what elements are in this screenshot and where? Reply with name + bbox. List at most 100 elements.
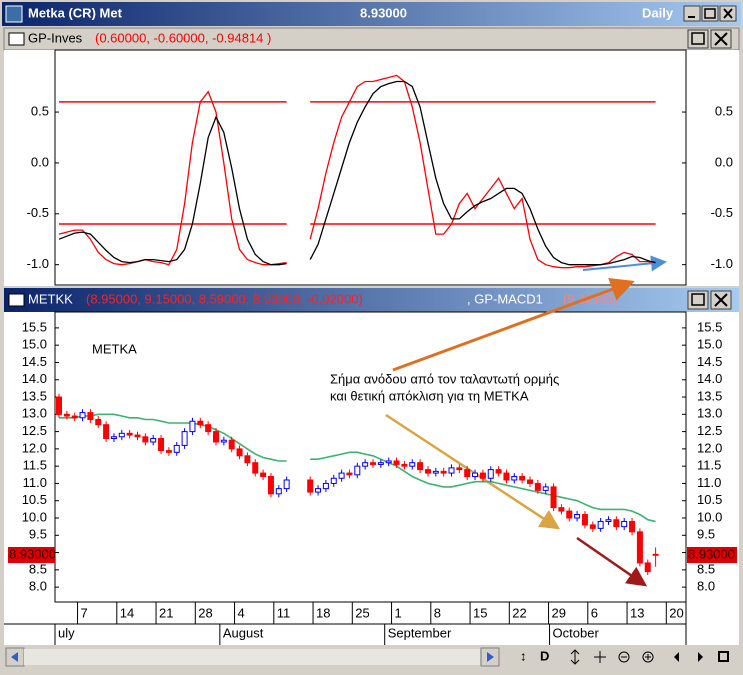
oscillator-params: (0.60000, -0.60000, -0.94814 ) bbox=[95, 30, 271, 45]
y-tick-label: 13.5 bbox=[22, 388, 47, 403]
candle-body bbox=[126, 432, 133, 436]
last-price-box bbox=[8, 546, 55, 563]
pane-close-icon bbox=[714, 32, 728, 46]
y-tick-label: 8.0 bbox=[697, 579, 715, 594]
y-tick-label: 10.5 bbox=[22, 492, 47, 507]
x-tick-label: 25 bbox=[355, 605, 369, 620]
y-tick-label: 10.5 bbox=[697, 492, 722, 507]
month-label: August bbox=[223, 625, 264, 640]
y-tick-label: 10.0 bbox=[697, 509, 722, 524]
last-price-label: 8.93000 bbox=[9, 546, 56, 561]
price-plot-area bbox=[56, 393, 659, 576]
window-period: Daily bbox=[642, 5, 674, 20]
x-tick-label: 22 bbox=[512, 605, 526, 620]
y-tick-label: 9.5 bbox=[29, 527, 47, 542]
y-tick-label: 8.0 bbox=[29, 579, 47, 594]
candle-body bbox=[621, 520, 628, 528]
y-tick-label: 15.0 bbox=[697, 337, 722, 352]
oscillator-line bbox=[58, 115, 287, 266]
candle-body bbox=[252, 462, 259, 474]
next-icon[interactable] bbox=[698, 652, 703, 662]
x-tick-label: 28 bbox=[198, 605, 212, 620]
x-tick-label: 8 bbox=[434, 605, 441, 620]
candle-body bbox=[479, 472, 486, 479]
x-tick-label: 15 bbox=[473, 605, 487, 620]
candle-body bbox=[566, 510, 573, 519]
y-tick-label: -0.5 bbox=[27, 205, 49, 220]
x-tick-label: 6 bbox=[591, 605, 598, 620]
candle-body bbox=[213, 431, 219, 443]
candle-body bbox=[534, 482, 541, 491]
x-tick-label: 21 bbox=[159, 605, 173, 620]
price-ohlc: (8.95000, 9.15000, 8.59000, 8.93000, -0.… bbox=[86, 291, 363, 306]
y-tick-label: 14.5 bbox=[22, 354, 47, 369]
pane-icon bbox=[8, 32, 25, 46]
candle-body bbox=[150, 438, 157, 443]
candle-body bbox=[110, 436, 117, 440]
candle-body bbox=[362, 462, 369, 467]
candle-body bbox=[589, 524, 596, 529]
y-tick-label: 12.0 bbox=[22, 440, 47, 455]
annotation-arrow bbox=[385, 413, 561, 530]
zoom-out-icon[interactable] bbox=[618, 651, 630, 663]
candle-body bbox=[581, 514, 588, 526]
window-price: 8.93000 bbox=[360, 5, 407, 20]
refresh-icon[interactable]: ↕ bbox=[520, 648, 527, 663]
y-tick-label: 8.5 bbox=[29, 561, 47, 576]
candle-body bbox=[652, 553, 659, 556]
zoom-in-icon[interactable] bbox=[642, 651, 654, 663]
x-tick-label: 14 bbox=[120, 605, 134, 620]
y-tick-label: 12.5 bbox=[22, 423, 47, 438]
scale-icon[interactable] bbox=[570, 649, 580, 665]
x-tick-label: 18 bbox=[316, 605, 330, 620]
candle-body bbox=[574, 514, 581, 519]
candle-body bbox=[307, 479, 314, 493]
candle-body bbox=[409, 462, 416, 467]
pane-close-icon bbox=[714, 293, 728, 307]
y-tick-label: 11.5 bbox=[697, 458, 721, 473]
oscillator-line bbox=[58, 90, 287, 266]
candle-body bbox=[260, 472, 267, 478]
oscillator-name: GP-Inves bbox=[28, 30, 83, 45]
y-tick-label: 11.5 bbox=[23, 458, 47, 473]
candle-body bbox=[432, 470, 439, 474]
candle-body bbox=[346, 472, 353, 476]
last-price-label: 8.93000 bbox=[688, 546, 735, 561]
candle-body bbox=[644, 562, 651, 573]
candle-body bbox=[165, 450, 172, 453]
y-tick-label: -1.0 bbox=[27, 256, 49, 271]
y-tick-label: 10.0 bbox=[22, 509, 47, 524]
candle-body bbox=[118, 432, 125, 438]
candle-body bbox=[158, 438, 165, 452]
candle-body bbox=[134, 434, 141, 438]
x-tick-label: 13 bbox=[630, 605, 644, 620]
y-tick-label: 0.0 bbox=[31, 154, 49, 169]
candle-body bbox=[354, 465, 361, 476]
prev-icon[interactable] bbox=[674, 652, 679, 662]
candle-body bbox=[613, 519, 620, 528]
candle-body bbox=[173, 444, 180, 453]
candle-body bbox=[636, 531, 643, 564]
minimize-button[interactable] bbox=[683, 5, 701, 22]
x-tick-label: 20 bbox=[669, 605, 683, 620]
y-tick-label: 9.5 bbox=[697, 527, 715, 542]
candle-body bbox=[377, 462, 384, 465]
stop-icon[interactable] bbox=[718, 651, 729, 662]
x-tick-label: 11 bbox=[277, 605, 291, 620]
y-tick-label: 13.5 bbox=[697, 388, 722, 403]
candle-body bbox=[63, 413, 70, 417]
scroll-right-icon bbox=[487, 652, 494, 662]
oscillator-plot-area bbox=[58, 74, 656, 269]
candle-body bbox=[338, 472, 345, 479]
scroll-track[interactable] bbox=[24, 649, 480, 665]
candle-body bbox=[370, 462, 376, 465]
y-tick-label: 14.0 bbox=[22, 371, 47, 386]
date-button[interactable]: D bbox=[540, 648, 549, 663]
candle-body bbox=[385, 460, 392, 464]
candle-body bbox=[424, 469, 431, 474]
candle-body bbox=[189, 420, 196, 433]
crosshair-icon[interactable] bbox=[594, 651, 606, 663]
window-title: Metka (CR) Met bbox=[28, 5, 123, 20]
candle-body bbox=[103, 424, 110, 440]
